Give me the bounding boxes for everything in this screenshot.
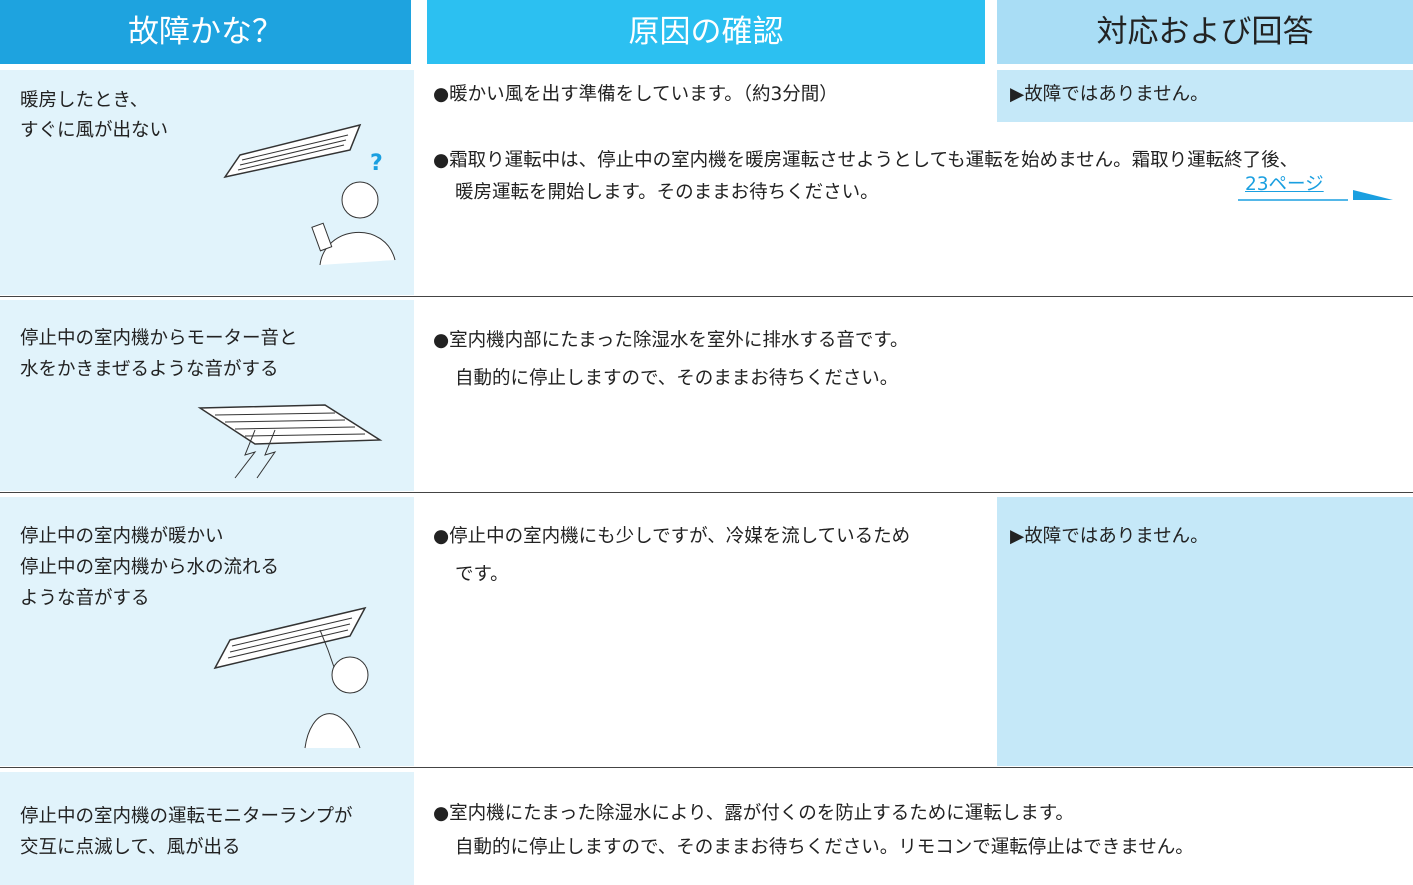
header-cell: 対応および回答 <box>997 0 1413 64</box>
symptom: 停止中の室内機からモーター音と <box>20 328 298 349</box>
illustration <box>197 404 383 479</box>
answer: ▶故障ではありません。 <box>1010 526 1209 547</box>
symptom: 交互に点滅して、風が出る <box>20 837 241 858</box>
symptom: 停止中の室内機が暖かい <box>20 526 224 547</box>
symptom: ような音がする <box>20 588 150 609</box>
symptom: 暖房したとき、 <box>20 90 149 111</box>
link-arrow <box>1238 190 1393 201</box>
cause: ●室内機にたまった除湿水により、露が付くのを防止するために運転します。 <box>433 803 1074 824</box>
cause: 自動的に停止しますので、そのままお待ちください。リモコンで運転停止はできません。 <box>455 837 1194 858</box>
symptom: 水をかきまぜるような音がする <box>20 359 279 380</box>
cause: ●霜取り運転中は、停止中の室内機を暖房運転させようとしても運転を始めません。霜取… <box>433 150 1299 171</box>
cause: です。 <box>455 564 509 585</box>
cause: ●停止中の室内機にも少しですが、冷媒を流しているため <box>433 526 911 547</box>
answer: ▶故障ではありません。 <box>1010 84 1209 105</box>
row-separator <box>0 767 1413 768</box>
cause: 暖房運転を開始します。そのままお待ちください。 <box>455 182 879 203</box>
svg-text:?: ? <box>370 151 383 176</box>
page-link[interactable]: 23ページ <box>1245 174 1324 195</box>
cause: ●室内機内部にたまった除湿水を室外に排水する音です。 <box>433 330 909 351</box>
row-separator <box>0 296 1413 297</box>
symptom-bg <box>0 300 414 491</box>
cause: 自動的に停止しますので、そのままお待ちください。 <box>455 368 899 389</box>
illustration: ? <box>223 123 396 266</box>
answer-bg <box>997 70 1413 122</box>
symptom: 停止中の室内機の運転モニターランプが <box>20 806 353 827</box>
symptom: 停止中の室内機から水の流れる <box>20 557 280 578</box>
row-separator <box>0 492 1413 493</box>
symptom: すぐに風が出ない <box>20 120 169 141</box>
answer-bg <box>997 497 1413 766</box>
illustration <box>213 606 369 749</box>
header-cell: 原因の確認 <box>427 0 985 64</box>
cause: ●暖かい風を出す準備をしています。（約3分間） <box>433 84 838 105</box>
symptom-bg <box>0 772 414 885</box>
header-cell: 故障かな？ <box>0 0 411 64</box>
